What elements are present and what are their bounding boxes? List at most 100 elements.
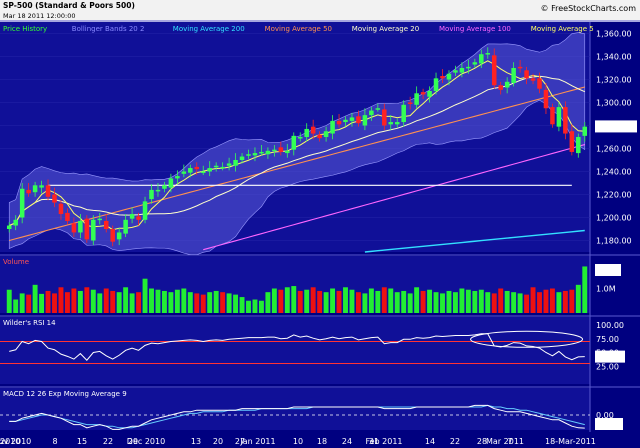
price-tick-label: 1,200.00 — [596, 214, 632, 223]
x-tick-label: 15 — [77, 437, 87, 446]
candle-body — [369, 110, 374, 116]
volume-bar — [142, 278, 148, 313]
candle-body — [116, 232, 122, 240]
candle-body — [207, 168, 212, 172]
candle-body — [39, 185, 44, 188]
volume-bar — [575, 284, 581, 313]
volume-bar — [414, 287, 420, 313]
rsi-divergence-annotation — [470, 330, 584, 348]
macd-line — [9, 404, 585, 430]
volume-bar — [517, 293, 523, 313]
candle-body — [91, 219, 96, 241]
candle-body — [543, 89, 549, 109]
volume-bar — [226, 293, 232, 313]
volume-bar — [472, 290, 478, 313]
volume-bar — [485, 292, 491, 313]
candle-body — [524, 70, 529, 79]
x-tick-label: 20 — [213, 437, 223, 446]
candle-body — [537, 78, 542, 89]
volume-bar — [278, 289, 284, 313]
volume-bar — [362, 293, 368, 313]
legend-item: Moving Average 100 — [439, 25, 511, 33]
candle-body — [440, 76, 445, 79]
candle-body — [556, 107, 562, 127]
volume-bar — [252, 299, 258, 313]
x-tick-label: 8 — [52, 437, 57, 446]
candle-body — [110, 229, 115, 242]
brand-watermark[interactable]: © FreeStockCharts.com — [540, 4, 636, 13]
candle-body — [343, 119, 348, 123]
candle-body — [336, 120, 342, 125]
volume-bar — [168, 292, 174, 313]
candle-body — [71, 223, 77, 233]
candle-body — [356, 116, 361, 124]
legend-item: Bollinger Bands 20 2 — [72, 25, 145, 33]
price-tick-label: 1,260.00 — [596, 145, 632, 154]
legend-item: Moving Average 200 — [173, 25, 245, 33]
volume-bar — [446, 290, 452, 313]
volume-bar — [19, 293, 25, 313]
candle-body — [446, 73, 452, 80]
volume-bar — [84, 287, 90, 313]
volume-bar — [368, 288, 374, 313]
volume-bar — [543, 289, 549, 313]
candle-body — [349, 117, 355, 121]
volume-bar — [310, 287, 316, 313]
candle-body — [213, 165, 219, 168]
moving-average-100 — [203, 144, 585, 251]
x-tick-label: 10 — [293, 437, 303, 446]
candle-body — [162, 185, 167, 189]
x-tick-label: 29 — [128, 437, 138, 446]
candle-body — [45, 185, 51, 197]
volume-bar — [504, 290, 510, 313]
volume-bar — [52, 293, 57, 313]
candle-body — [13, 219, 18, 226]
volume-bar — [394, 292, 400, 313]
candle-body — [19, 188, 25, 218]
volume-bar — [129, 293, 135, 313]
candle-body — [123, 219, 128, 234]
candle-body — [504, 81, 510, 88]
volume-bar — [32, 284, 38, 313]
candle-body — [297, 137, 303, 139]
candle-body — [427, 91, 432, 97]
volume-bar — [149, 288, 154, 313]
volume-bar — [537, 292, 542, 313]
candle-body — [233, 160, 238, 166]
volume-bar — [530, 287, 536, 313]
volume-bar — [562, 290, 568, 313]
chart-header: SP-500 (Standard & Poors 500) Mar 18 201… — [0, 0, 640, 22]
price-tick-label: 1,220.00 — [596, 191, 632, 200]
volume-bar — [161, 290, 167, 313]
volume-bar — [207, 292, 213, 313]
chart-title: SP-500 (Standard & Poors 500) — [3, 1, 135, 10]
rsi-line — [9, 333, 585, 361]
candle-body — [401, 104, 406, 123]
candle-body — [362, 115, 368, 126]
volume-bar — [71, 288, 77, 313]
volume-bar — [6, 289, 12, 313]
candle-body — [304, 128, 309, 137]
candle-body — [291, 135, 297, 150]
legend-item: Moving Average 50 — [265, 25, 332, 33]
price-tick-label: 1,320.00 — [596, 76, 632, 85]
candle-body — [317, 134, 322, 139]
candle-body — [472, 62, 478, 65]
volume-bar — [110, 290, 116, 313]
rsi-tick-label: 25.00 — [596, 362, 619, 371]
volume-bar — [233, 294, 239, 313]
volume-bar — [465, 289, 471, 313]
volume-bar — [420, 290, 426, 313]
chart-date: Mar 18 2011 12:00:00 — [3, 12, 76, 20]
x-tick-label: Mar 2011 — [486, 437, 524, 446]
volume-bar — [569, 289, 575, 313]
volume-bar — [407, 293, 413, 313]
legend-item: Price History — [3, 25, 47, 33]
candle-body — [149, 189, 154, 200]
volume-bar — [220, 292, 226, 313]
candle-body — [576, 137, 581, 154]
volume-bar — [336, 290, 342, 313]
macd-tick-label: 0.00 — [596, 411, 614, 420]
x-tick-label: 7 — [507, 437, 512, 446]
